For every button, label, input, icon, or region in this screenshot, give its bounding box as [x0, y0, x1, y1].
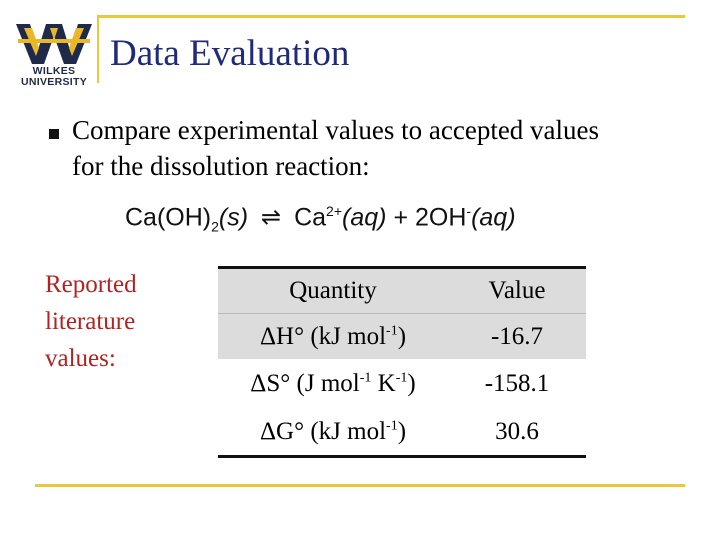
eq-product2-charge: -	[466, 203, 472, 219]
row-value: -16.7	[490, 322, 544, 350]
equilibrium-arrow-icon: ⇌	[261, 204, 282, 232]
wilkes-university-logo: WILKES UNIVERSITY	[14, 20, 94, 88]
footer-rule	[35, 484, 685, 487]
eq-product1: Ca	[294, 203, 327, 232]
header-top-rule	[97, 15, 685, 18]
row-quantity: ΔG° (kJ mol-1)	[259, 418, 407, 445]
eq-reactant-subscript: 2	[211, 218, 219, 235]
header-value: Value	[488, 277, 546, 304]
logo-text-university: UNIVERSITY	[20, 76, 87, 88]
table-row: ΔS° (J mol-1 K-1) -158.1	[218, 359, 586, 409]
table-row: ΔG° (kJ mol-1) 30.6	[218, 409, 586, 455]
header-vertical-rule	[97, 15, 99, 83]
eq-product1-charge: 2+	[326, 203, 343, 219]
logo-text-wilkes: WILKES	[32, 65, 76, 77]
slide-title: Data Evaluation	[110, 33, 350, 74]
eq-product2: 2OH	[415, 203, 467, 232]
reported-values-label: Reported literature values:	[45, 266, 185, 377]
side-label-line3: values:	[45, 345, 116, 372]
thermo-values-table: Quantity Value ΔH° (kJ mol-1) -16.7 ΔS° …	[218, 266, 586, 458]
w-logo-icon	[16, 24, 92, 64]
header-quantity: Quantity	[289, 277, 377, 304]
eq-product1-state: (aq)	[342, 203, 387, 232]
row-quantity: ΔS° (J mol-1 K-1)	[250, 370, 416, 397]
bullet-square-icon	[49, 129, 59, 139]
bullet-text: Compare experimental values to accepted …	[72, 115, 600, 181]
eq-product2-state: (aq)	[471, 203, 516, 232]
row-quantity: ΔH° (kJ mol-1)	[259, 322, 407, 350]
eq-reactant-state: (s)	[218, 203, 249, 232]
eq-plus: +	[393, 203, 409, 232]
side-label-line1: Reported	[45, 271, 137, 298]
table-header-row: Quantity Value	[218, 269, 586, 313]
dissolution-equation: Ca(OH)2(s) ⇌ Ca2+(aq) + 2OH-(aq)	[125, 203, 516, 234]
table-row: ΔH° (kJ mol-1) -16.7	[218, 313, 586, 359]
eq-reactant: Ca(OH)	[125, 203, 212, 232]
row-value: -158.1	[484, 370, 550, 397]
row-value: 30.6	[495, 418, 539, 445]
side-label-line2: literature	[45, 308, 136, 335]
